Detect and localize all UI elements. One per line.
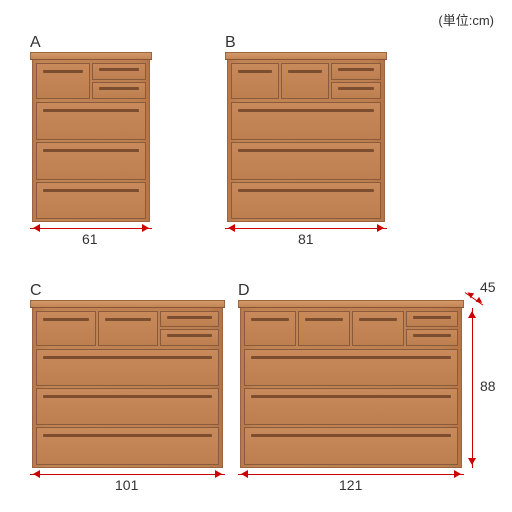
width-arrow-d [238,474,464,475]
cabinet-c-label: C [30,282,42,300]
width-dim-b: 81 [296,231,316,247]
width-arrow-c [30,474,225,475]
width-dim-d: 121 [337,477,364,493]
cabinet-a-label: A [30,34,41,52]
cabinet-a [30,52,152,222]
depth-dim-d: 45 [478,279,498,295]
width-dim-a: 61 [80,231,100,247]
unit-label: (単位:cm) [438,10,494,29]
cabinet-b-label: B [225,34,236,52]
height-arrow-d [472,308,473,468]
width-dim-c: 101 [113,477,140,493]
width-arrow-b [225,228,387,229]
width-arrow-a [30,228,152,229]
cabinet-d [238,300,464,468]
cabinet-b [225,52,387,222]
cabinet-d-label: D [238,282,250,300]
cabinet-c [30,300,225,468]
height-dim-d: 88 [478,378,498,394]
